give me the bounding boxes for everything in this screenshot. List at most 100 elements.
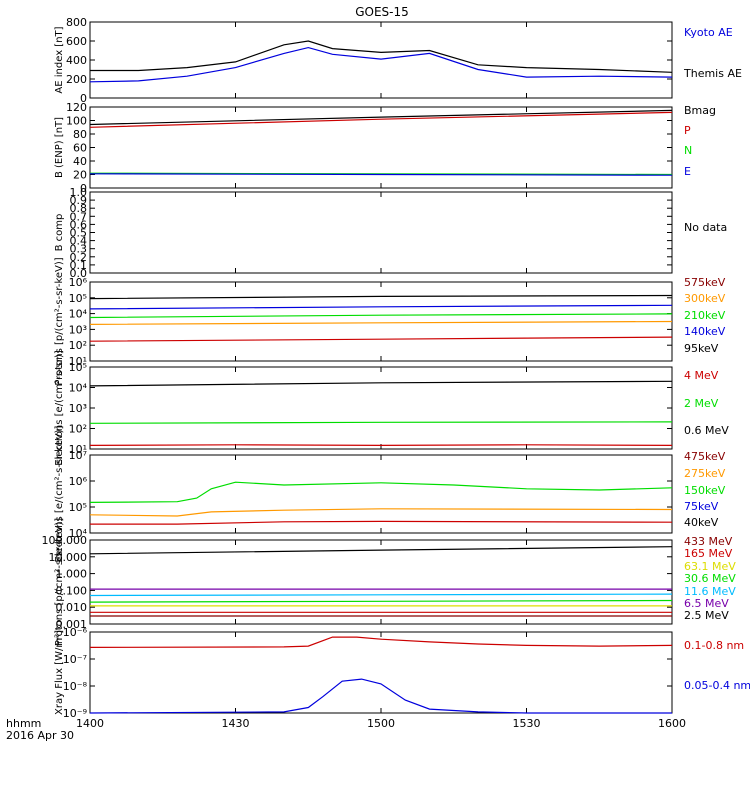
- legend-entry: 210keV: [684, 309, 726, 322]
- series-line: [89, 313, 673, 319]
- panel-electrons2: 10⁴ 10⁵ 10⁶ 10⁷ Electrons [e/(cm²-s-sr-keV)]…: [54, 425, 726, 562]
- legend-entry: 0.1-0.8 nm: [684, 639, 744, 652]
- series-line: [89, 304, 673, 310]
- y-tick-label: 10⁻⁷: [63, 653, 87, 666]
- y-tick-label: 600: [66, 35, 87, 48]
- legend-entry: 150keV: [684, 484, 726, 497]
- y-tick-label: 200: [66, 73, 87, 86]
- chart-title: GOES-15: [355, 5, 409, 19]
- y-tick-label: 800: [66, 16, 87, 29]
- panel-frame: [89, 191, 673, 274]
- no-data-note: No data: [684, 221, 727, 234]
- footer-date: 2016 Apr 30: [6, 729, 74, 742]
- x-tick-label: 1400: [76, 717, 104, 730]
- y-tick-label: 10⁴: [69, 308, 88, 321]
- y-tick-label: 10⁴: [69, 527, 88, 540]
- series-line: [89, 46, 673, 83]
- y-tick-label: 10⁵: [69, 501, 87, 514]
- y-tick-label: 400: [66, 54, 87, 67]
- legend-entry: 11.6 MeV: [684, 585, 736, 598]
- series-line: [89, 508, 673, 517]
- y-axis-label: Protons [p/(cm²-s-sr-keV)]: [54, 257, 65, 385]
- legend-entry: 6.5 MeV: [684, 597, 729, 610]
- y-tick-label: 0.5: [70, 227, 88, 240]
- y-tick-label: 10⁵: [69, 292, 87, 305]
- y-tick-label: 0.6: [70, 218, 88, 231]
- y-tick-label: 120: [66, 101, 87, 114]
- y-axis-label: Electrons [e/(cm²-s-sr)]: [54, 350, 65, 466]
- y-tick-label: 0.3: [70, 243, 88, 256]
- y-tick-label: 0.100: [56, 584, 88, 597]
- series-line: [90, 40, 673, 73]
- series-line: [89, 546, 673, 555]
- legend-entry: 2 MeV: [684, 397, 719, 410]
- legend-entry: 2.5 MeV: [684, 609, 729, 622]
- legend-entry: 63.1 MeV: [684, 560, 736, 573]
- y-tick-label: 10⁵: [69, 361, 87, 374]
- y-tick-label: 100.000: [42, 534, 88, 547]
- panel-frame: [89, 631, 673, 714]
- y-tick-label: 10²: [69, 423, 87, 436]
- legend-entry: 0.05-0.4 nm: [684, 679, 750, 692]
- legend-entry: P: [684, 124, 691, 137]
- y-tick-label: 40: [73, 155, 87, 168]
- y-tick-label: 1.0: [70, 186, 88, 199]
- y-axis-label: Xray Flux [W/m²]: [54, 630, 65, 715]
- series-line: [89, 421, 673, 424]
- y-axis-label: B comp: [54, 214, 65, 252]
- y-tick-label: 10²: [69, 339, 87, 352]
- y-tick-label: 60: [73, 142, 87, 155]
- legend-entry: Bmag: [684, 104, 716, 117]
- y-tick-label: 10⁻⁸: [63, 680, 88, 693]
- y-tick-label: 10⁻⁶: [63, 626, 88, 639]
- x-tick-label: 1430: [222, 717, 250, 730]
- panel-bcomp: 0.00.10.20.30.40.50.60.70.80.91.0 B comp N…: [54, 186, 727, 280]
- series-line: [89, 173, 673, 176]
- legend-entry: 433 MeV: [684, 535, 733, 548]
- series-line: [89, 481, 673, 503]
- y-tick-label: 80: [73, 128, 87, 141]
- legend-entry: 40keV: [684, 516, 719, 529]
- series-line: [90, 520, 673, 525]
- y-tick-label: 0.1: [70, 259, 88, 272]
- series-line: [89, 380, 673, 387]
- y-tick-label: 0.9: [70, 194, 88, 207]
- y-tick-label: 10⁶: [69, 475, 88, 488]
- y-tick-label: 10⁶: [69, 276, 88, 289]
- series-line: [89, 111, 673, 128]
- series-line: [89, 320, 673, 325]
- y-tick-label: 20: [73, 169, 87, 182]
- series-line: [89, 336, 673, 342]
- x-tick-label: 1530: [513, 717, 541, 730]
- y-tick-label: 10³: [69, 402, 87, 415]
- series-line: [89, 636, 673, 649]
- legend-entry: 475keV: [684, 450, 726, 463]
- legend-entry: N: [684, 144, 692, 157]
- legend-entry: 140keV: [684, 325, 726, 338]
- panel-frame: [89, 21, 673, 99]
- y-tick-label: 0.7: [70, 210, 88, 223]
- y-axis-label: Protons [p/(cm²-s-sr-keV)]: [54, 518, 65, 646]
- series-line: [89, 599, 673, 603]
- y-tick-label: 0.0: [70, 267, 88, 280]
- series-line: [89, 444, 673, 446]
- panel-electrons1: 10¹ 10² 10³ 10⁴ 10⁵ Electrons [e/(cm²-s-sr)] 4…: [54, 350, 729, 466]
- y-tick-label: 10³: [69, 323, 87, 336]
- legend-entry: Kyoto AE: [684, 26, 733, 39]
- series-line: [89, 294, 673, 300]
- y-tick-label: 10⁷: [69, 449, 87, 462]
- x-tick-label: 1500: [367, 717, 395, 730]
- y-tick-label: 1.000: [56, 568, 88, 581]
- y-axis-label: Electrons [e/(cm²-s-sr-keV)]: [54, 425, 65, 562]
- legend-entry: 30.6 MeV: [684, 572, 736, 585]
- y-tick-label: 0.001: [56, 618, 88, 631]
- y-tick-label: 0.4: [70, 235, 88, 248]
- panel-frame: [89, 366, 673, 450]
- y-tick-label: 10¹: [69, 443, 87, 456]
- legend-entry: 0.6 MeV: [684, 424, 729, 437]
- y-tick-label: 100: [66, 115, 87, 128]
